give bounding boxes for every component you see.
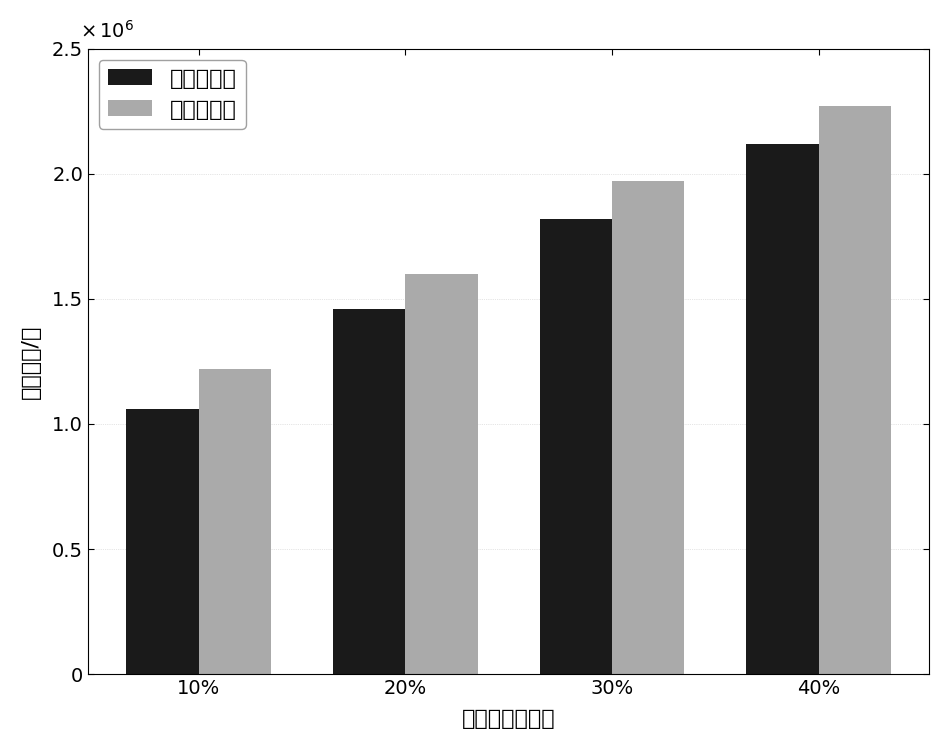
Bar [332, 309, 406, 674]
Bar [819, 106, 891, 674]
Bar [406, 274, 478, 674]
Bar [747, 143, 819, 674]
X-axis label: 增加航班的比例: 增加航班的比例 [462, 710, 556, 729]
Y-axis label: 延误据失/元: 延误据失/元 [21, 324, 41, 398]
Bar [199, 369, 271, 674]
Text: $\times\,10^6$: $\times\,10^6$ [80, 20, 134, 42]
Bar [540, 219, 612, 674]
Bar [126, 409, 199, 674]
Legend: 本发明方法, 先到先服务: 本发明方法, 先到先服务 [99, 59, 246, 128]
Bar [612, 182, 684, 674]
